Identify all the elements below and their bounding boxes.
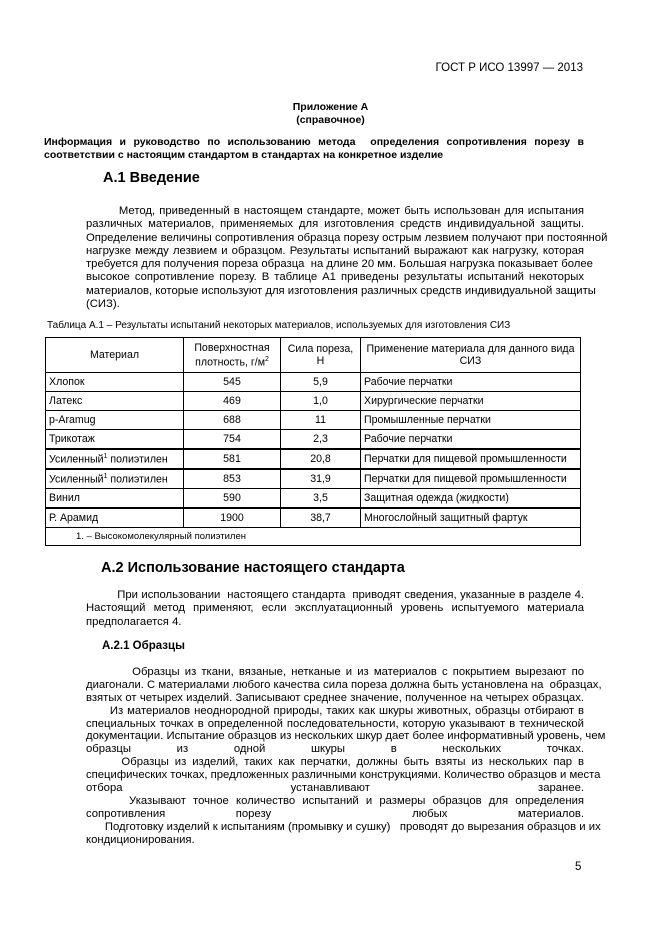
text-line: Подготовку изделий к испытаниям (промывк… (86, 820, 601, 833)
text-line: Из материалов неоднородной природы, таки… (86, 704, 584, 717)
cell-use: Хирургические перчатки (360, 391, 581, 411)
text-line: сопротивления порезу любых материалов. (86, 807, 584, 820)
text-line: документации. Испытание образцов из неск… (86, 730, 606, 743)
table-row: Трикотаж 754 2,3 Рабочие перчатки (45, 429, 581, 450)
text-line: Метод, приведенный в настоящем стандарте… (86, 205, 584, 217)
text-line: требуется для получения пореза образца н… (86, 258, 593, 271)
text-line: (СИЗ). (86, 298, 120, 311)
cell-material: Хлопок (45, 372, 184, 392)
cell-force: 11 (280, 410, 361, 430)
cell-force: 5,9 (280, 372, 361, 392)
table-row: Хлопок 545 5,9 Рабочие перчатки (45, 372, 581, 392)
table-row: Усиленный1 полиэтилен 581 20,8 Перчатки для… (45, 448, 581, 470)
cell-density: 469 (183, 391, 281, 411)
cell-density: 853 (183, 468, 281, 489)
cell-use: Рабочие перчатки (360, 429, 581, 450)
text-line: кондиционирования. (86, 833, 195, 846)
cell-material: p-Aramug (45, 410, 184, 430)
table-row: Латекс 469 1,0 Хирургические перчатки (45, 391, 581, 411)
table-row: Винил 590 3,5 Защитная одежда (жидкости) (45, 488, 581, 509)
text-line: взятых от четырех изделий. Записывают ср… (86, 691, 584, 704)
header-force: Сила пореза, Н (280, 337, 361, 373)
text-line: специальных точках в определенной послед… (86, 717, 584, 730)
table-footnote: 1. – Высокомолекулярный полиэтилен (45, 527, 581, 546)
cell-material: Трикотаж (45, 429, 184, 450)
cell-material: Р. Арамид (45, 507, 184, 528)
text-line: предполагается 4. (86, 615, 182, 628)
cell-use: Многослойный защитный фартук (360, 507, 581, 528)
header-use: Применение материала для данного вида СИ… (360, 337, 581, 373)
cell-density: 1900 (183, 507, 281, 528)
section-a1-text: Метод, приведенный в настоящем стандарте… (86, 205, 608, 311)
text-line: диагонали. С материалами любого качества… (86, 678, 602, 691)
table-footnote-row: 1. – Высокомолекулярный полиэтилен (45, 527, 581, 546)
cell-use: Перчатки для пищевой промышленности (360, 468, 581, 489)
cell-use: Перчатки для пищевой промышленности (360, 448, 581, 470)
cell-density: 581 (183, 448, 281, 470)
section-a21-title: А.2.1 Образцы (102, 640, 185, 652)
cell-use: Защитная одежда (жидкости) (360, 488, 581, 509)
results-table: Материал Поверхностная плотность, г/м2 С… (45, 337, 581, 546)
appendix-kind: (справочное) (296, 114, 365, 126)
text-line: образцы из одной шкуры в нескольких точк… (86, 743, 584, 756)
appendix-intro: Информация и руководство по использовани… (44, 136, 584, 162)
cell-material: Усиленный1 полиэтилен (45, 448, 184, 470)
section-a2-title: А.2 Использование настоящего стандарта (101, 560, 405, 576)
table-row: Усиленный1 полиэтилен 853 31,9 Перчатки для… (45, 468, 581, 489)
cell-density: 688 (183, 410, 281, 430)
section-a2-text: При использовании настоящего стандарта п… (86, 589, 584, 629)
cell-density: 754 (183, 429, 281, 450)
cell-force: 1,0 (280, 391, 361, 411)
text-line: Определение величины сопротивления образ… (86, 231, 608, 244)
cell-force: 3,5 (280, 488, 361, 509)
text-line: отбора устанавливают заранее. (86, 782, 584, 795)
cell-use: Промышленные перчатки (360, 410, 581, 430)
text-line: специфических точках, предложенных разли… (86, 769, 601, 782)
cell-material: Усиленный1 полиэтилен (45, 468, 184, 489)
cell-density: 545 (183, 372, 281, 392)
text-line: Образцы из изделий, таких как перчатки, … (86, 756, 584, 769)
section-a21-text: Образцы из ткани, вязаные, нетканые и из… (86, 666, 606, 846)
standard-header: ГОСТ Р ИСО 13997 — 2013 (435, 62, 583, 74)
header-density: Поверхностная плотность, г/м2 (183, 337, 281, 373)
cell-use: Рабочие перчатки (360, 372, 581, 392)
text-line: нагрузке между лезвием и образцом. Резул… (86, 244, 584, 257)
text-line: высокое сопротивление порезу. В таблице … (86, 271, 584, 284)
header-material: Материал (45, 337, 184, 373)
cell-material: Латекс (45, 391, 184, 411)
text-line: материалов, которые используют для изгот… (86, 284, 596, 297)
text-line: различных материалов, применяемых для из… (86, 218, 584, 231)
table-caption: Таблица А.1 – Результаты испытаний некот… (47, 320, 511, 331)
text-line: При использовании настоящего стандарта п… (86, 589, 584, 601)
text-line: соответствии с настоящим стандартом в ст… (44, 148, 444, 161)
cell-force: 2,3 (280, 429, 361, 450)
text-line: Настоящий метод применяют, если эксплуат… (86, 602, 584, 615)
text-line: Указывают точное количество испытаний и … (86, 794, 584, 807)
page-number: 5 (575, 861, 582, 873)
table-row: p-Aramug 688 11 Промышленные перчатки (45, 410, 581, 430)
appendix-title: Приложение А (292, 101, 369, 113)
cell-force: 38,7 (280, 507, 361, 528)
section-a1-title: А.1 Введение (103, 170, 200, 186)
text-line: Информация и руководство по использовани… (44, 136, 584, 148)
cell-material: Винил (45, 488, 184, 509)
cell-force: 20,8 (280, 448, 361, 470)
table-header-row: Материал Поверхностная плотность, г/м2 С… (45, 337, 581, 373)
cell-density: 590 (183, 488, 281, 509)
table-row: Р. Арамид 1900 38,7 Многослойный защитный ф… (45, 507, 581, 528)
cell-force: 31,9 (280, 468, 361, 489)
text-line: Образцы из ткани, вязаные, нетканые и из… (86, 666, 584, 678)
